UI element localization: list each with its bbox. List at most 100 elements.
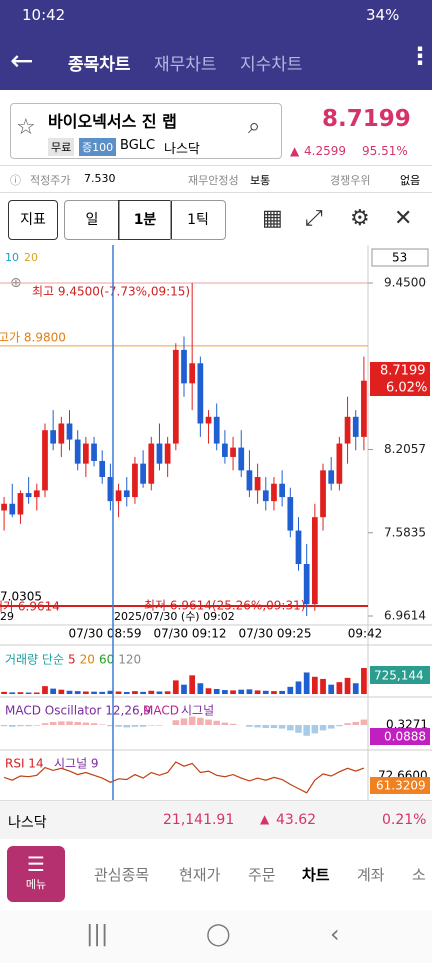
tab[interactable]: 지수차트 [240,55,303,75]
nav-tab[interactable]: 관심종목 [94,866,150,884]
btn[interactable]: 일 [64,200,120,240]
macd-label: MACD [143,704,179,718]
candle-body [17,493,24,515]
macd-bar [205,719,212,725]
volume-bar [132,691,138,694]
settings-icon[interactable]: ⚙ [350,206,370,231]
macd-bar [213,720,220,725]
left-price: 7.0305 [0,590,42,604]
count-box [371,248,429,267]
candle-body [230,447,236,457]
nav-tab[interactable]: 소 [412,866,426,884]
left-edge: 29 [0,610,14,623]
market-value: 21,141.91 [163,812,235,828]
volume-label: 60 [99,653,114,667]
candle-body [189,363,196,384]
macd-label: 시그널 [181,704,214,718]
tab[interactable]: 종목차트 [68,55,131,75]
candle-body [33,490,40,498]
change: 4.2599 [304,144,346,158]
market-change: 43.62 [276,812,317,828]
macd-bar [229,723,237,725]
battery: 34% [366,6,400,24]
candle-body [222,443,228,457]
candle-body [123,490,130,498]
candle-body [262,490,269,502]
macd-bar [287,725,294,731]
nav-tab[interactable]: 계좌 [357,866,385,884]
volume-bar [83,691,89,694]
volume-bar [320,678,326,694]
candle-body [303,564,310,605]
candle-body [271,483,277,502]
candle-body [66,423,73,440]
nav-tab[interactable]: 주문 [248,866,276,884]
volume-bar [213,688,220,694]
menu-btn[interactable]: ☰ 메뉴 [7,846,65,902]
price: 8.7199 [322,106,411,132]
volume-bar [344,677,351,694]
macd-last: 0.0888 [384,730,426,744]
volume-bar [33,692,40,694]
rsi-line [3,761,365,794]
macd-bar [172,720,180,725]
recent[interactable]: ||| [86,922,109,947]
macd-bar [33,725,41,726]
candle-body [205,416,212,424]
more[interactable]: ⋮ [408,42,432,70]
macd-bar [17,725,24,727]
volume-bar [254,690,261,694]
y-tick-label: 9.4500 [384,276,426,290]
candle-body [148,443,155,484]
candle-body [361,380,367,437]
macd-bar [319,725,327,731]
nav-tab[interactable]: 차트 [302,866,330,884]
volume-bar [66,690,73,694]
stock-name: 바이오넥서스 진 랩 [48,112,177,131]
search-box[interactable] [10,103,282,159]
btn[interactable]: 지표 [8,200,58,240]
tools-icon[interactable]: ✕ [394,206,413,231]
crosshair-time: 2025/07/30 (수) 09:02 [114,610,235,623]
y-tick-label: 6.9614 [384,609,426,623]
candle-body [140,463,146,484]
nav-tab[interactable]: 현재가 [179,866,221,884]
volume-label: 5 [68,653,76,667]
macd-bar [98,724,106,725]
search-icon[interactable]: ⌕ [248,114,261,139]
btn[interactable]: 1틱 [170,200,226,240]
tab[interactable]: 재무차트 [154,55,217,75]
header-bg [0,0,432,90]
arrow: ▲ [260,812,270,826]
macd-bar [8,725,16,727]
volume-bar [303,672,310,694]
label: 경쟁우위 [330,174,371,187]
candle-body [164,443,171,464]
volume-bar [172,680,179,694]
grid-icon[interactable]: ▦ [262,206,283,231]
macd-bar [311,725,319,734]
star[interactable]: ☆ [16,115,36,140]
home[interactable]: ◯ [206,922,231,947]
macd-bar [74,722,81,725]
macd-label: MACD Oscillator 12,26,9 [5,704,151,718]
macd-bar [352,722,360,725]
btn[interactable]: 1분 [118,200,172,240]
rsi-label: RSI 14 [5,757,44,771]
macd-bar [295,725,302,733]
macd-bar [131,725,139,727]
y-tick-label: 7.5835 [384,525,426,539]
back-sys[interactable]: ‹ [330,920,340,948]
x-tick-label: 07/30 08:59 [69,627,142,641]
candle-body [25,493,32,498]
back[interactable]: ← [10,44,34,77]
menu-label: 메뉴 [25,878,47,891]
volume-bar [99,691,106,694]
candle-body [181,349,187,384]
macd-bar [139,725,147,727]
macd-bar [66,721,73,725]
expand-icon[interactable]: ⤢ [305,206,323,231]
last-pct: 6.02% [386,381,427,396]
prev-high-label: 고가 8.9800 [0,330,66,344]
